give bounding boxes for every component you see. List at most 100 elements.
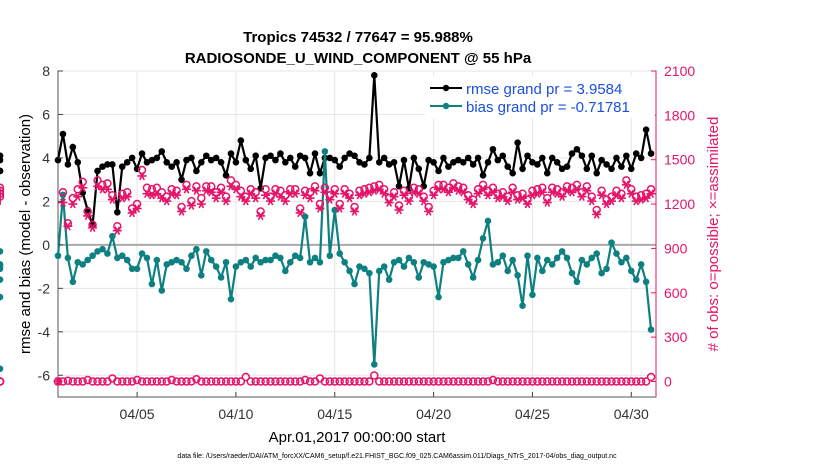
rmse-grand-pr-3-9584-point — [529, 158, 536, 166]
bias-grand-pr-0-71781-point — [578, 256, 586, 264]
obs-possible-point — [137, 165, 147, 175]
rmse-grand-pr-3-9584-point — [94, 167, 101, 175]
rmse-grand-pr-3-9584-point — [99, 163, 106, 170]
rmse-grand-pr-3-9584-point — [425, 156, 432, 164]
obs-assimilated-point-stroke — [307, 193, 313, 203]
obs-possible-point — [498, 377, 508, 386]
bias-grand-pr-0-71781-point — [143, 254, 151, 262]
bias-grand-pr-0-71781-point — [267, 256, 274, 264]
obs-assimilated-point — [241, 196, 251, 206]
rmse-grand-pr-3-9584-point — [469, 161, 477, 168]
obs-possible-point — [478, 377, 488, 386]
bias-grand-pr-0-71781-point — [104, 250, 111, 257]
obs-assimilated-point-stroke — [104, 184, 111, 194]
bias-grand-pr-0-71781-point — [642, 278, 650, 286]
obs-assimilated-point-stroke — [386, 198, 393, 207]
rmse-grand-pr-3-9584-point — [128, 154, 136, 162]
obs-assimilated-point — [127, 208, 137, 218]
obs-possible-point — [216, 377, 226, 386]
bias-grand-pr-0-71781-point — [588, 254, 596, 262]
obs-possible-point — [547, 377, 557, 386]
y-tick-label: 2 — [42, 193, 50, 209]
obs-assimilated-point-stroke — [376, 184, 383, 194]
chart-subtitle: RADIOSONDE_U_WIND_COMPONENT @ 55 hPa — [185, 50, 532, 67]
y-tick-label: 0 — [42, 237, 50, 253]
obs-assimilated-point-stroke — [183, 184, 190, 194]
bias-grand-pr-0-71781-point — [623, 254, 630, 262]
obs-possible-point — [345, 377, 354, 386]
obs-assimilated-point-stroke — [499, 192, 506, 201]
bias-grand-pr-0-71781-point — [390, 258, 398, 266]
bias-grand-pr-0-71781-point — [514, 271, 521, 279]
obs-possible-point — [617, 377, 626, 386]
bias-grand-pr-0-71781-point — [603, 265, 610, 273]
rmse-grand-pr-3-9584-point — [543, 169, 551, 177]
obs-assimilated-point — [63, 221, 73, 231]
obs-assimilated-point — [236, 192, 246, 201]
obs-possible-point — [206, 377, 216, 386]
obs-assimilated-point — [503, 196, 513, 206]
obs-possible-point — [543, 377, 552, 386]
obs-assimilated-point-stroke — [519, 193, 526, 203]
bias-grand-pr-0-71781-point — [341, 258, 348, 266]
bias-grand-pr-0-71781-point — [173, 256, 180, 264]
x-tick-label: 04/15 — [317, 406, 352, 422]
rmse-grand-pr-3-9584-point — [583, 165, 591, 173]
obs-assimilated-point — [340, 189, 350, 199]
rmse-grand-pr-3-9584-point — [138, 150, 146, 157]
obs-possible-point — [142, 377, 152, 386]
obs-assimilated-point — [58, 198, 68, 207]
bias-grand-pr-0-71781-point — [385, 276, 393, 283]
obs-assimilated-point-stroke — [643, 193, 650, 203]
obs-assimilated-point — [216, 187, 226, 197]
bias-grand-pr-0-71781-point — [133, 265, 141, 273]
obs-possible-point — [414, 377, 424, 386]
obs-assimilated-point-stroke — [598, 190, 605, 200]
obs-assimilated-point-stroke — [578, 192, 585, 201]
obs-assimilated-point-stroke — [119, 193, 126, 203]
obs-possible-point — [137, 377, 147, 386]
obs-possible-point — [374, 377, 384, 386]
bias-grand-pr-0-71781-point — [64, 254, 72, 262]
obs-assimilated-point-stroke — [628, 189, 635, 199]
bias-grand-pr-0-71781-point — [336, 250, 344, 257]
rmse-grand-pr-3-9584-point — [286, 154, 294, 162]
obs-possible-point — [335, 377, 344, 386]
rmse-grand-pr-3-9584-point — [114, 208, 121, 216]
obs-possible-point — [58, 377, 68, 386]
obs-assimilated-point-stroke — [158, 193, 165, 203]
rmse-grand-pr-3-9584-point — [326, 154, 334, 162]
rmse-grand-pr-3-9584-point — [198, 158, 205, 166]
obs-assimilated-point — [88, 223, 98, 233]
obs-possible-point — [360, 377, 369, 386]
obs-possible-point — [473, 377, 483, 386]
rmse-grand-pr-3-9584-point — [380, 154, 388, 162]
obs-assimilated-point-stroke — [415, 189, 422, 199]
obs-assimilated-point — [201, 186, 211, 196]
bias-grand-pr-0-71781-point — [109, 232, 116, 240]
rmse-grand-pr-3-9584-point — [217, 158, 225, 166]
obs-assimilated-point-stroke — [109, 195, 116, 204]
obs-assimilated-point-stroke — [401, 190, 407, 200]
bias-grand-pr-0-71781-point — [361, 265, 368, 273]
bias-grand-pr-0-71781-point — [114, 254, 121, 262]
obs-assimilated-point — [102, 184, 112, 194]
bias-grand-pr-0-71781-point — [405, 254, 413, 262]
obs-possible-point — [582, 377, 592, 386]
bias-grand-pr-0-71781-point — [494, 258, 502, 266]
obs-assimilated-point-stroke — [257, 211, 264, 221]
obs-assimilated-point — [513, 195, 523, 204]
bias-grand-pr-0-71781-point — [524, 252, 531, 260]
obs-assimilated-point — [142, 189, 152, 199]
rmse-grand-pr-3-9584-point — [573, 145, 581, 153]
bias-grand-pr-0-71781-point — [420, 258, 428, 266]
obs-possible-point — [182, 377, 191, 386]
rmse-grand-pr-3-9584-point — [247, 165, 255, 173]
bias-grand-pr-0-71781-point — [415, 274, 423, 281]
obs-assimilated-point — [641, 193, 651, 203]
obs-assimilated-point — [419, 196, 429, 206]
obs-assimilated-point — [498, 192, 508, 201]
rmse-grand-pr-3-9584-point — [613, 154, 620, 162]
obs-assimilated-point-stroke — [69, 199, 76, 209]
plot-area — [57, 70, 657, 398]
